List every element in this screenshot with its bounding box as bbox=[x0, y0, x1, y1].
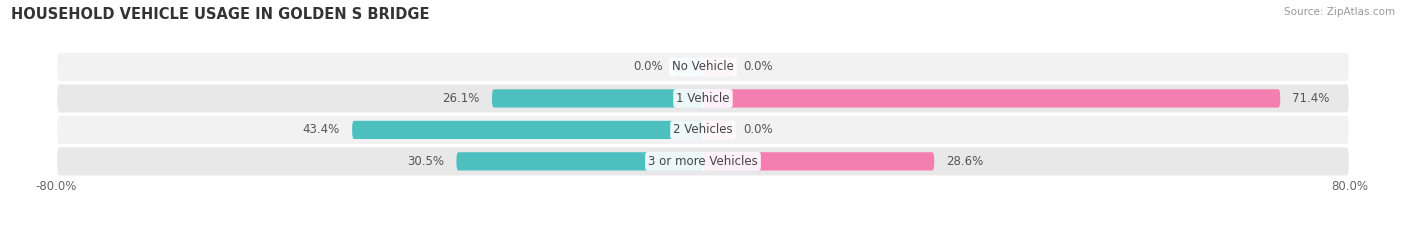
FancyBboxPatch shape bbox=[56, 115, 1350, 145]
Text: 0.0%: 0.0% bbox=[633, 61, 662, 73]
Text: HOUSEHOLD VEHICLE USAGE IN GOLDEN S BRIDGE: HOUSEHOLD VEHICLE USAGE IN GOLDEN S BRID… bbox=[11, 7, 430, 22]
FancyBboxPatch shape bbox=[56, 83, 1350, 113]
FancyBboxPatch shape bbox=[703, 152, 934, 171]
Text: 3 or more Vehicles: 3 or more Vehicles bbox=[648, 155, 758, 168]
Text: No Vehicle: No Vehicle bbox=[672, 61, 734, 73]
Text: 2 Vehicles: 2 Vehicles bbox=[673, 123, 733, 136]
FancyBboxPatch shape bbox=[352, 121, 703, 139]
Text: 0.0%: 0.0% bbox=[744, 61, 773, 73]
Text: 1 Vehicle: 1 Vehicle bbox=[676, 92, 730, 105]
Text: 28.6%: 28.6% bbox=[946, 155, 984, 168]
Text: 26.1%: 26.1% bbox=[443, 92, 479, 105]
Text: 43.4%: 43.4% bbox=[302, 123, 340, 136]
Text: 0.0%: 0.0% bbox=[744, 123, 773, 136]
FancyBboxPatch shape bbox=[56, 146, 1350, 176]
FancyBboxPatch shape bbox=[56, 52, 1350, 82]
Text: 71.4%: 71.4% bbox=[1292, 92, 1330, 105]
FancyBboxPatch shape bbox=[492, 89, 703, 108]
FancyBboxPatch shape bbox=[675, 58, 703, 76]
FancyBboxPatch shape bbox=[703, 89, 1281, 108]
Text: Source: ZipAtlas.com: Source: ZipAtlas.com bbox=[1284, 7, 1395, 17]
FancyBboxPatch shape bbox=[703, 121, 731, 139]
FancyBboxPatch shape bbox=[703, 58, 731, 76]
FancyBboxPatch shape bbox=[457, 152, 703, 171]
Text: 30.5%: 30.5% bbox=[408, 155, 444, 168]
